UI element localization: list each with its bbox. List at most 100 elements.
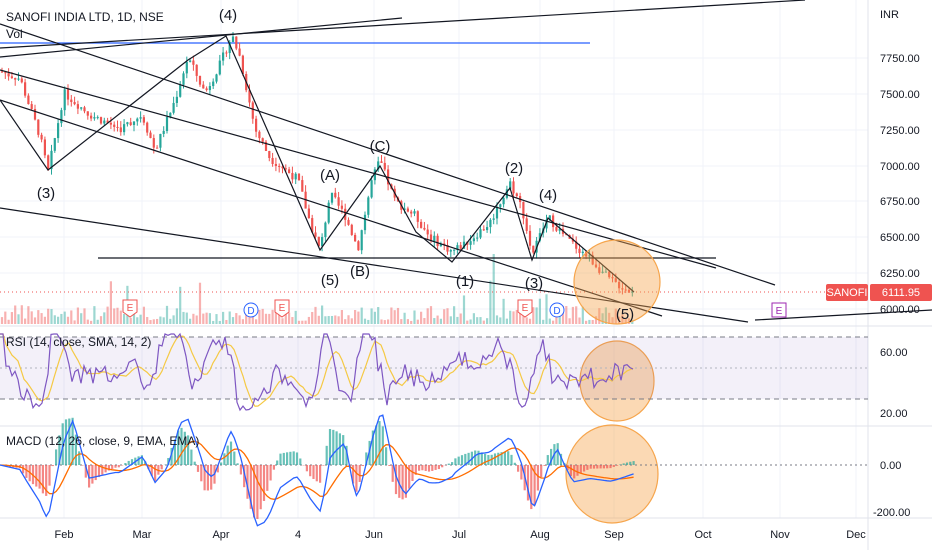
candle-body [555, 227, 558, 231]
time-label: 4 [295, 529, 301, 541]
time-axis[interactable]: Feb Mar Apr 4 Jun Jul Aug Sep Oct Nov De… [55, 529, 867, 541]
volume-bar [439, 318, 442, 324]
volume-bar [403, 312, 406, 324]
candle-body [129, 122, 132, 125]
macd-hist-bar [266, 465, 269, 491]
volume-bar [53, 315, 56, 324]
macd-hist-bar [414, 465, 417, 475]
volume-bar [462, 295, 466, 324]
volume-bar [373, 311, 376, 324]
volume-bar [172, 315, 175, 324]
volume-bar [598, 308, 601, 324]
macd-hist-bar [520, 465, 523, 480]
candle-body [297, 173, 301, 181]
candle-body [83, 107, 86, 112]
volume-bar [284, 310, 287, 324]
wave-label: (3) [37, 185, 55, 202]
candle-body [538, 233, 541, 241]
candle-body [218, 60, 221, 75]
macd-legend[interactable]: MACD (12, 26, close, 9, EMA, EMA) [6, 434, 200, 448]
macd-hist-bar [530, 465, 533, 510]
volume-bar [377, 307, 380, 324]
macd-hist-bar [229, 441, 233, 465]
volume-bar [66, 316, 70, 324]
volume-bar [542, 319, 545, 324]
macd-hist-bar [596, 465, 599, 469]
volume-bar [614, 308, 617, 324]
candle-body [99, 117, 103, 124]
volume-bar [416, 319, 419, 324]
macd-hist-bar [51, 465, 54, 467]
candle-body [274, 163, 277, 166]
price-axis[interactable]: INR 7750.00 7500.00 7250.00 7000.00 6750… [880, 9, 920, 316]
rsi-axis[interactable]: 60.00 20.00 [880, 347, 908, 420]
event-badges[interactable]: E D E E D E [122, 299, 787, 318]
candle-body [482, 229, 485, 231]
volume-bar [575, 306, 578, 324]
macd-hist-bar [497, 452, 500, 465]
candle-body [195, 64, 198, 76]
macd-hist-bar [58, 435, 61, 465]
volume-bar [429, 306, 433, 324]
volume-bar [146, 316, 149, 324]
candle-body [27, 95, 30, 105]
volume-bar [525, 317, 528, 324]
macd-hist-bar [437, 465, 440, 470]
candle-body [291, 172, 294, 180]
volume-bar [367, 319, 370, 324]
candle-body [208, 86, 211, 91]
macd-hist-bar [427, 465, 431, 472]
macd-hist-bar [616, 465, 619, 466]
macd-hist-bar [22, 465, 25, 474]
candle-body [495, 206, 499, 219]
macd-hist-bar [543, 465, 546, 466]
symbol-title[interactable]: SANOFI INDIA LTD, 1D, NSE [6, 10, 164, 24]
volume-bar [443, 309, 446, 324]
macd-hist-bar [239, 465, 242, 475]
candle-body [251, 102, 254, 119]
volume-bar [317, 315, 320, 324]
volume-bar [561, 305, 565, 324]
candle-body [152, 138, 155, 148]
rsi-legend[interactable]: RSI (14, close, SMA, 14, 2) [6, 335, 152, 349]
macd-hist-bar [480, 452, 483, 465]
volume-bar [83, 308, 86, 324]
volume-legend[interactable]: Vol [6, 27, 23, 41]
candle-body [462, 241, 466, 249]
candle-body [621, 288, 624, 290]
wave-label: (C) [370, 138, 391, 155]
macd-axis[interactable]: 0.00 -200.00 [873, 460, 910, 519]
earnings-badge: E [274, 299, 290, 318]
candle-body [261, 138, 264, 142]
macd-hist-bar [609, 465, 612, 469]
macd-hist-bar [424, 465, 427, 471]
macd-hist-bar [484, 453, 487, 465]
candle-body [149, 132, 152, 139]
earnings-badge: E [122, 299, 138, 318]
volume-bar [624, 318, 627, 324]
volume-bar [387, 319, 390, 324]
macd-hist-bar [276, 460, 279, 465]
trendlines[interactable] [0, 0, 932, 323]
volume-bar [119, 310, 122, 324]
candle-body [264, 141, 268, 152]
candle-body [179, 84, 182, 97]
volume-bar [99, 316, 103, 324]
macd-hist-bar [467, 452, 470, 465]
volume-bar [281, 318, 284, 324]
candle-body [479, 229, 482, 238]
macd-hist-bar [203, 465, 206, 491]
candle-body [476, 237, 479, 239]
volume-bar [241, 319, 244, 324]
candle-body [604, 271, 607, 273]
macd-hist-bar [256, 465, 259, 519]
volume-bar [274, 306, 277, 324]
highlight-ellipses[interactable] [565, 239, 661, 524]
macd-hist-bar [431, 465, 434, 471]
volume-bar [7, 319, 10, 324]
wave-label: (A) [320, 167, 340, 184]
candle-body [96, 117, 99, 119]
volume-bar [436, 315, 439, 324]
candlestick-series [0, 31, 634, 297]
